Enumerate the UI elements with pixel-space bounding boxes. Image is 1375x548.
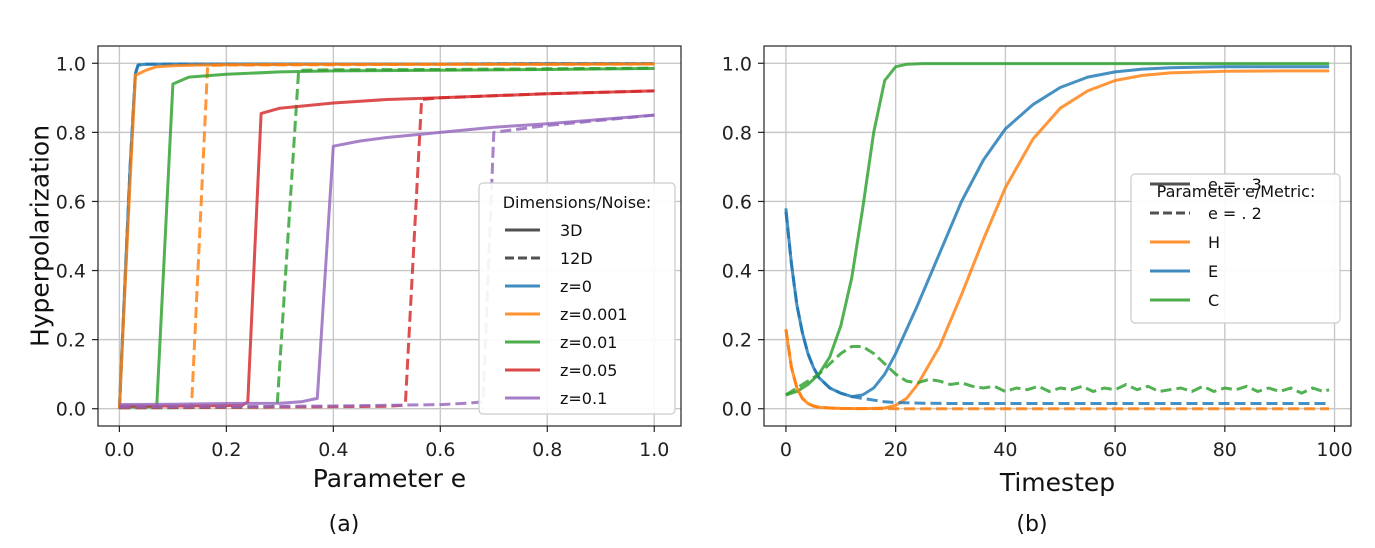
panel-a-ticks: 0.0 0.2 0.4 0.6 0.8 1.0 0.0 0.2 0.4 0.6 0.8 1.0 xyxy=(56,53,670,461)
x-tick-label: 0 xyxy=(780,439,792,461)
legend-label: z=0 xyxy=(560,277,592,296)
legend-title: Dimensions/Noise: xyxy=(503,193,652,212)
x-tick-label: 1.0 xyxy=(639,439,669,461)
x-tick-label: 80 xyxy=(1213,439,1237,461)
panel-a-caption: (a) xyxy=(329,512,360,537)
x-tick-label: 0.8 xyxy=(532,439,562,461)
y-tick-label: 1.0 xyxy=(722,53,752,75)
y-tick-label: 0.0 xyxy=(722,399,752,421)
legend-label: 12D xyxy=(560,249,593,268)
legend-label: e = . 3 xyxy=(1208,175,1262,194)
series-line xyxy=(119,113,655,407)
y-tick-label: 0.6 xyxy=(722,191,752,213)
y-tick-label: 0.8 xyxy=(56,122,86,144)
y-tick-label: 0.8 xyxy=(722,122,752,144)
panel-b-frame xyxy=(763,45,1352,427)
legend-label: z=0.01 xyxy=(560,333,617,352)
series-line xyxy=(784,329,1330,411)
x-tick-label: 100 xyxy=(1316,439,1352,461)
legend-label: 3D xyxy=(560,221,583,240)
panel-a-y-axis-label: Hyperpolarization xyxy=(26,125,55,347)
y-tick-label: 0.2 xyxy=(722,330,752,352)
panel-a-x-axis-label: Parameter e xyxy=(313,464,466,493)
series-line xyxy=(785,345,1330,397)
legend-box xyxy=(1130,173,1341,324)
y-tick-label: 0.4 xyxy=(56,261,86,283)
legend-label: E xyxy=(1208,262,1218,281)
x-tick-label: 40 xyxy=(993,439,1017,461)
y-tick-label: 1.0 xyxy=(56,53,86,75)
panel-a-series xyxy=(117,62,655,410)
legend-title: Parameter e/Metric: xyxy=(1157,182,1316,201)
panel-b-ticks: 0 20 40 60 80 100 0.0 0.2 0.4 0.6 0.8 1.0 xyxy=(722,53,1353,461)
legend-label: z=0.1 xyxy=(560,389,607,408)
x-tick-label: 0.6 xyxy=(425,439,455,461)
x-tick-label: 0.4 xyxy=(318,439,348,461)
x-tick-label: 0.0 xyxy=(104,439,134,461)
panel-a-frame xyxy=(97,45,682,427)
legend-label: z=0.001 xyxy=(560,305,628,324)
legend-label: e = . 2 xyxy=(1208,204,1262,223)
y-tick-label: 0.4 xyxy=(722,261,752,283)
x-tick-label: 60 xyxy=(1103,439,1127,461)
legend-box xyxy=(478,182,676,415)
panel-b-x-axis-label: Timestep xyxy=(999,468,1115,497)
legend-label: H xyxy=(1208,233,1220,252)
panel-a-legend: Dimensions/Noise: 3D 12D z=0 z=0.001 z=0.01 z=… xyxy=(478,182,676,415)
legend-label: C xyxy=(1208,291,1219,310)
panel-b-legend: Parameter e/Metric:e = . 3 e = . 2 HEC xyxy=(1130,173,1341,324)
y-tick-label: 0.2 xyxy=(56,330,86,352)
y-tick-label: 0.6 xyxy=(56,191,86,213)
x-tick-label: 0.2 xyxy=(211,439,241,461)
legend-label: z=0.05 xyxy=(560,361,617,380)
panel-a: 0.0 0.2 0.4 0.6 0.8 1.0 0.0 0.2 0.4 0.6 0.8 1.0 Par… xyxy=(26,45,682,537)
series-line xyxy=(119,113,655,409)
y-tick-label: 0.0 xyxy=(56,399,86,421)
x-tick-label: 20 xyxy=(884,439,908,461)
panel-b-caption: (b) xyxy=(1016,512,1047,537)
panel-b-series xyxy=(784,62,1330,411)
series-line xyxy=(784,211,1330,405)
